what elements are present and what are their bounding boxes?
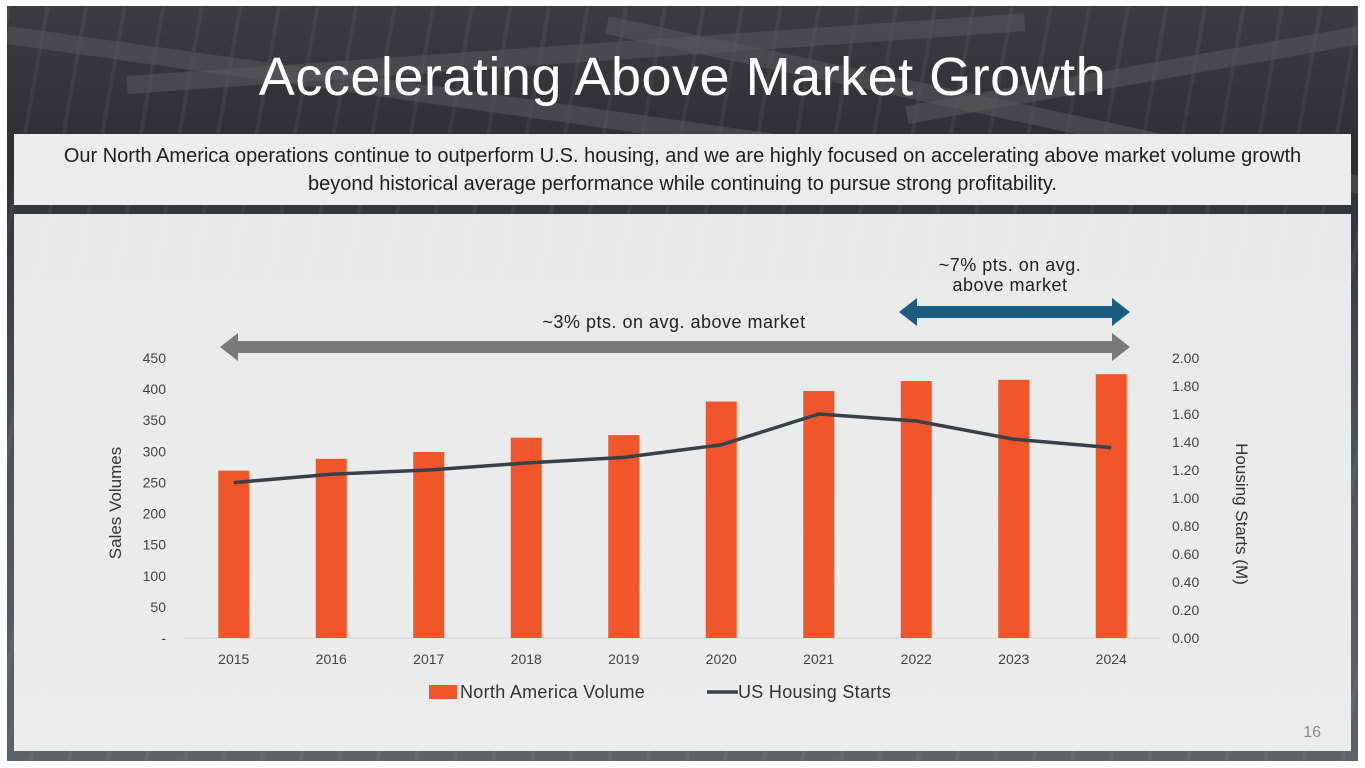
x-tick-label: 2021 [803, 651, 834, 667]
slide-title: Accelerating Above Market Growth [258, 47, 1107, 107]
short-arrow-label-line2: above market [952, 275, 1067, 295]
legend-layer: North America Volume US Housing Starts [429, 682, 891, 702]
line-layer [233, 412, 1112, 485]
right-tick-label: 0.40 [1172, 574, 1199, 590]
long-double-arrow [220, 333, 1130, 361]
left-tick-label: 450 [143, 350, 167, 366]
right-tick-label: 1.60 [1172, 406, 1199, 422]
right-tick-label: 1.20 [1172, 462, 1199, 478]
right-axis-title: Housing Starts (M) [1232, 443, 1251, 585]
bar-2021 [803, 390, 835, 638]
long-arrow-label: ~3% pts. on avg. above market [542, 312, 805, 332]
left-axis-title: Sales Volumes [106, 447, 125, 559]
left-tick-label: 300 [143, 443, 167, 459]
x-tick-label: 2024 [1096, 651, 1127, 667]
x-tick-label: 2017 [413, 651, 444, 667]
subtitle-box: Our North America operations continue to… [14, 134, 1351, 205]
housing-starts-line [233, 412, 1112, 485]
right-tick-label: 0.60 [1172, 546, 1199, 562]
subtitle-text: Our North America operations continue to… [63, 144, 1302, 195]
x-tick-label: 2018 [511, 651, 542, 667]
right-tick-label: 1.00 [1172, 490, 1199, 506]
right-tick-label: 1.80 [1172, 378, 1199, 394]
x-tick-label: 2015 [218, 651, 249, 667]
bar-layer [218, 374, 1127, 638]
combo-chart: ~3% pts. on avg. above market ~7% pts. on… [106, 255, 1251, 702]
right-tick-label: 0.20 [1172, 602, 1199, 618]
bar-2017 [413, 451, 445, 638]
bar-2020 [705, 401, 737, 638]
left-tick-label: 150 [143, 537, 167, 553]
x-tick-label: 2016 [316, 651, 347, 667]
bar-2019 [608, 435, 640, 638]
axis-layer: - 50 100 150 200 250 300 350 400 450 0.00 0.20 0.40 0… [106, 350, 1251, 667]
left-tick-label: 50 [150, 599, 166, 615]
left-tick-label: 400 [143, 381, 167, 397]
left-tick-label: 250 [143, 474, 167, 490]
legend-label-volume: North America Volume [460, 682, 645, 702]
right-tick-label: 0.80 [1172, 518, 1199, 534]
chart-panel: ~3% pts. on avg. above market ~7% pts. on… [14, 214, 1351, 751]
page-number: 16 [1303, 724, 1321, 741]
annotation-layer: ~3% pts. on avg. above market ~7% pts. on… [220, 255, 1130, 361]
x-tick-label: 2019 [608, 651, 639, 667]
x-tick-label: 2023 [998, 651, 1029, 667]
left-tick-label: 350 [143, 412, 167, 428]
legend-label-housing: US Housing Starts [738, 682, 891, 702]
bar-2023 [998, 379, 1030, 638]
legend-swatch-volume [429, 685, 457, 699]
left-tick-label: 200 [143, 506, 167, 522]
right-tick-label: 0.00 [1172, 630, 1199, 646]
x-tick-label: 2022 [901, 651, 932, 667]
short-double-arrow [899, 298, 1130, 326]
right-tick-label: 2.00 [1172, 350, 1199, 366]
bar-2015 [218, 470, 250, 638]
bar-2018 [510, 437, 542, 638]
bar-2024 [1095, 374, 1127, 638]
right-tick-label: 1.40 [1172, 434, 1199, 450]
left-tick-label: - [161, 630, 166, 646]
short-arrow-label-line1: ~7% pts. on avg. [939, 255, 1082, 275]
left-tick-label: 100 [143, 568, 167, 584]
x-tick-label: 2020 [706, 651, 737, 667]
bar-2016 [315, 458, 347, 638]
